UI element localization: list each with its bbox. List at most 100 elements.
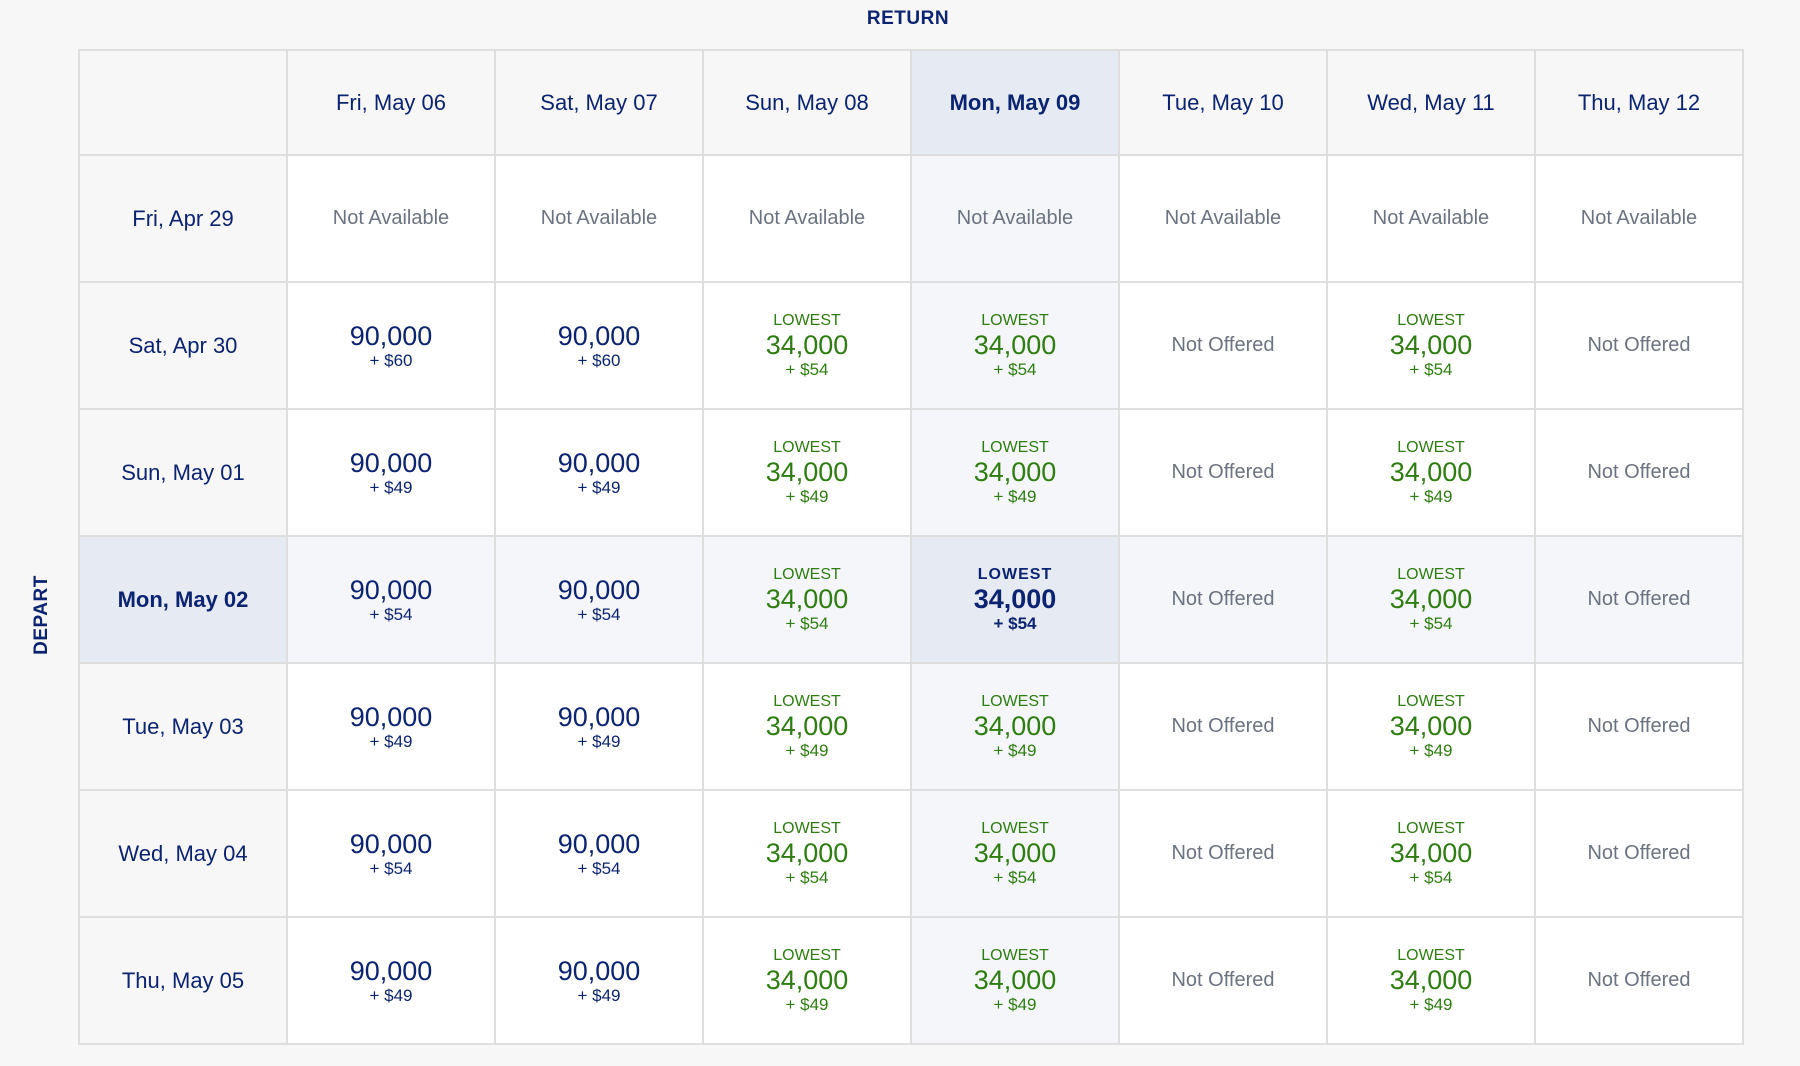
fare-fee: + $49 <box>577 731 621 751</box>
fare-miles: 34,000 <box>973 329 1057 360</box>
fare-cell[interactable]: 90,000 + $49 <box>494 662 704 791</box>
lowest-badge: LOWEST <box>977 565 1053 583</box>
fare-miles: 34,000 <box>765 837 849 868</box>
depart-date-label[interactable]: Sun, May 01 <box>78 408 288 537</box>
lowest-badge: LOWEST <box>773 438 841 456</box>
fare-cell[interactable]: LOWEST 34,000 + $49 <box>1326 662 1536 791</box>
fare-cell[interactable]: LOWEST 34,000 + $49 <box>1326 916 1536 1045</box>
fare-cell-unavailable: Not Offered <box>1118 916 1328 1045</box>
return-date-header[interactable]: Wed, May 11 <box>1326 49 1536 156</box>
fare-cell[interactable]: 90,000 + $49 <box>494 916 704 1045</box>
fare-cell[interactable]: LOWEST 34,000 + $49 <box>1326 408 1536 537</box>
lowest-badge: LOWEST <box>1397 565 1465 583</box>
lowest-badge: LOWEST <box>773 946 841 964</box>
fare-cell-unavailable: Not Available <box>1326 154 1536 283</box>
fare-miles: 34,000 <box>1389 456 1473 487</box>
fare-cell-unavailable: Not Offered <box>1534 535 1744 664</box>
fare-miles: 34,000 <box>1389 710 1473 741</box>
fare-cell-unavailable: Not Offered <box>1118 408 1328 537</box>
fare-cell[interactable]: 90,000 + $54 <box>286 535 496 664</box>
fare-cell[interactable]: LOWEST 34,000 + $49 <box>702 408 912 537</box>
depart-date-label[interactable]: Tue, May 03 <box>78 662 288 791</box>
lowest-badge: LOWEST <box>981 438 1049 456</box>
fare-miles: 90,000 <box>349 447 433 478</box>
fare-cell[interactable]: LOWEST 34,000 + $49 <box>702 916 912 1045</box>
return-date-header[interactable]: Sat, May 07 <box>494 49 704 156</box>
fare-cell-unavailable: Not Offered <box>1118 281 1328 410</box>
fare-miles: 90,000 <box>349 828 433 859</box>
lowest-badge: LOWEST <box>1397 946 1465 964</box>
fare-cell[interactable]: 90,000 + $49 <box>286 916 496 1045</box>
fare-cell[interactable]: LOWEST 34,000 + $54 <box>910 535 1120 664</box>
return-date-header[interactable]: Tue, May 10 <box>1118 49 1328 156</box>
fare-miles: 34,000 <box>765 456 849 487</box>
fare-cell-unavailable: Not Offered <box>1534 662 1744 791</box>
lowest-badge: LOWEST <box>1397 819 1465 837</box>
fare-miles: 34,000 <box>973 710 1057 741</box>
fare-cell[interactable]: LOWEST 34,000 + $49 <box>702 662 912 791</box>
fare-miles: 34,000 <box>765 710 849 741</box>
fare-miles: 34,000 <box>765 964 849 995</box>
fare-cell[interactable]: 90,000 + $49 <box>286 662 496 791</box>
return-axis-label: RETURN <box>866 8 950 29</box>
fare-cell[interactable]: LOWEST 34,000 + $54 <box>702 789 912 918</box>
fare-cell[interactable]: 90,000 + $54 <box>494 789 704 918</box>
fare-fee: + $54 <box>1409 867 1453 887</box>
fare-cell-unavailable: Not Available <box>494 154 704 283</box>
fare-cell[interactable]: 90,000 + $49 <box>494 408 704 537</box>
fare-cell[interactable]: LOWEST 34,000 + $49 <box>910 408 1120 537</box>
fare-miles: 34,000 <box>973 837 1057 868</box>
fare-miles: 34,000 <box>1389 583 1473 614</box>
fare-cell-unavailable: Not Offered <box>1118 535 1328 664</box>
fare-fee: + $54 <box>993 613 1037 633</box>
fare-fee: + $49 <box>785 486 829 506</box>
fare-cell[interactable]: LOWEST 34,000 + $54 <box>910 789 1120 918</box>
fare-miles: 34,000 <box>765 583 849 614</box>
fare-cell[interactable]: 90,000 + $54 <box>494 535 704 664</box>
depart-row: Thu, May 05 90,000 + $49 90,000 + $49 LOWEST 3… <box>78 916 1744 1045</box>
fare-cell[interactable]: LOWEST 34,000 + $54 <box>1326 789 1536 918</box>
fare-miles: 90,000 <box>349 701 433 732</box>
fare-fee: + $60 <box>577 350 621 370</box>
depart-date-label[interactable]: Thu, May 05 <box>78 916 288 1045</box>
return-date-header[interactable]: Mon, May 09 <box>910 49 1120 156</box>
fare-fee: + $49 <box>369 477 413 497</box>
fare-fee: + $49 <box>577 985 621 1005</box>
fare-cell[interactable]: LOWEST 34,000 + $49 <box>910 662 1120 791</box>
return-date-header[interactable]: Thu, May 12 <box>1534 49 1744 156</box>
fare-cell-unavailable: Not Available <box>702 154 912 283</box>
fare-fee: + $49 <box>1409 740 1453 760</box>
fare-miles: 90,000 <box>557 447 641 478</box>
fare-cell[interactable]: LOWEST 34,000 + $54 <box>702 281 912 410</box>
lowest-badge: LOWEST <box>1397 692 1465 710</box>
depart-date-label[interactable]: Wed, May 04 <box>78 789 288 918</box>
fare-fee: + $54 <box>785 867 829 887</box>
fare-fee: + $49 <box>369 731 413 751</box>
fare-fee: + $54 <box>993 359 1037 379</box>
fare-cell[interactable]: LOWEST 34,000 + $54 <box>702 535 912 664</box>
fare-cell[interactable]: 90,000 + $54 <box>286 789 496 918</box>
depart-date-label[interactable]: Fri, Apr 29 <box>78 154 288 283</box>
fare-cell[interactable]: LOWEST 34,000 + $54 <box>910 281 1120 410</box>
fare-cell[interactable]: LOWEST 34,000 + $54 <box>1326 535 1536 664</box>
return-date-header-row: Fri, May 06 Sat, May 07 Sun, May 08 Mon, Ma… <box>78 49 1744 156</box>
depart-axis-label: DEPART <box>31 575 52 655</box>
fare-cell[interactable]: 90,000 + $60 <box>286 281 496 410</box>
fare-cell-unavailable: Not Available <box>286 154 496 283</box>
depart-date-label[interactable]: Sat, Apr 30 <box>78 281 288 410</box>
fare-cell[interactable]: LOWEST 34,000 + $49 <box>910 916 1120 1045</box>
fare-miles: 90,000 <box>349 955 433 986</box>
return-date-header[interactable]: Fri, May 06 <box>286 49 496 156</box>
fare-cell-unavailable: Not Available <box>910 154 1120 283</box>
fare-calendar-grid: Fri, May 06 Sat, May 07 Sun, May 08 Mon, Ma… <box>78 49 1744 1045</box>
lowest-badge: LOWEST <box>1397 311 1465 329</box>
fare-cell[interactable]: 90,000 + $49 <box>286 408 496 537</box>
lowest-badge: LOWEST <box>981 946 1049 964</box>
fare-cell-unavailable: Not Offered <box>1534 916 1744 1045</box>
corner-cell <box>78 49 288 156</box>
fare-cell[interactable]: LOWEST 34,000 + $54 <box>1326 281 1536 410</box>
depart-date-label[interactable]: Mon, May 02 <box>78 535 288 664</box>
fare-cell-unavailable: Not Offered <box>1118 789 1328 918</box>
return-date-header[interactable]: Sun, May 08 <box>702 49 912 156</box>
fare-cell[interactable]: 90,000 + $60 <box>494 281 704 410</box>
